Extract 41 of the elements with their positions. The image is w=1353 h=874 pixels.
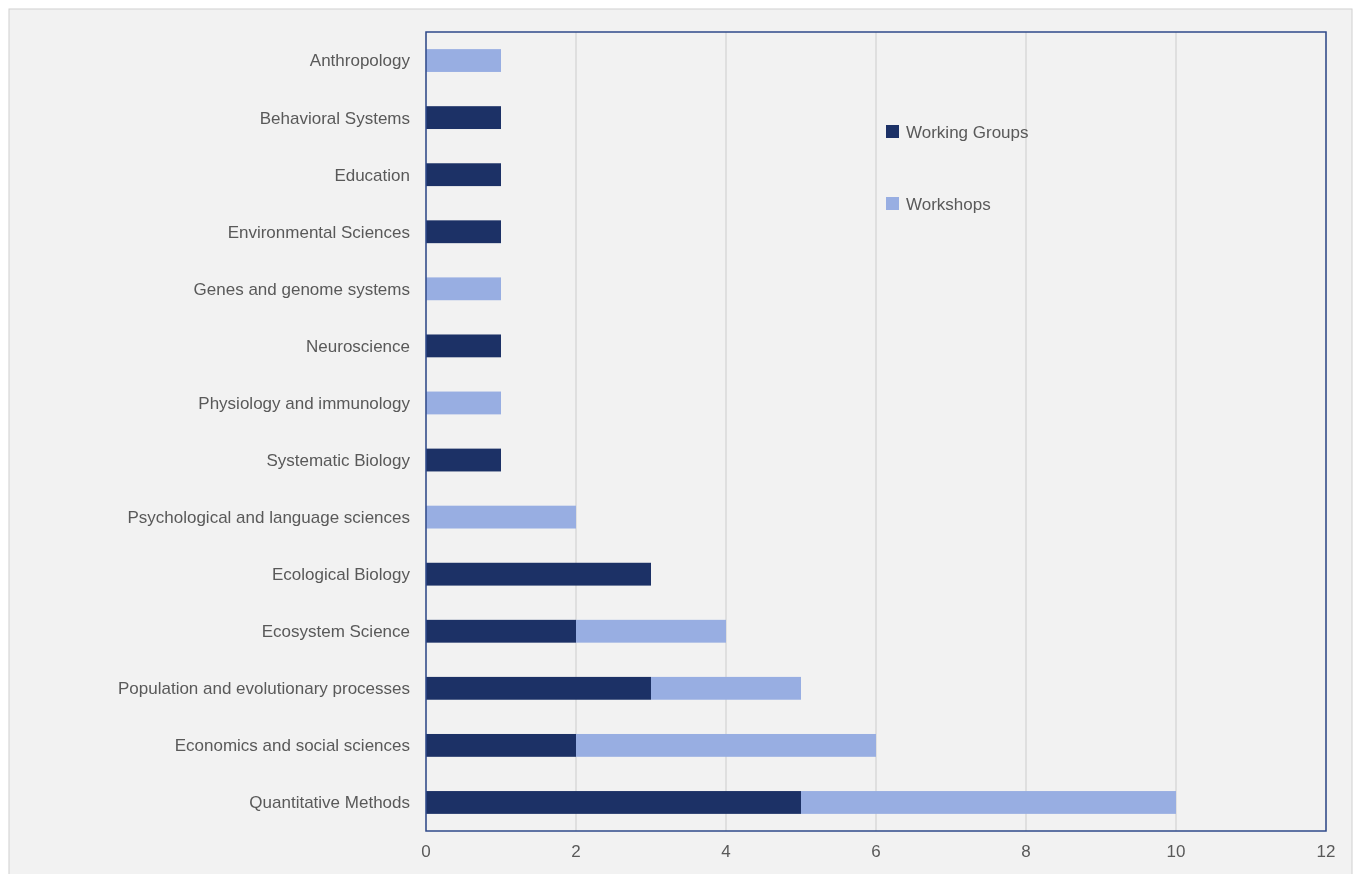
x-tick-label: 6: [871, 842, 881, 861]
bar: [426, 619, 576, 643]
bar: [426, 220, 501, 244]
y-tick-label: Environmental Sciences: [227, 222, 410, 242]
x-tick-label: 2: [571, 842, 581, 861]
bar: [426, 505, 576, 529]
y-tick-label: Genes and genome systems: [193, 279, 410, 299]
x-tick-label: 0: [421, 842, 431, 861]
bar: [426, 391, 501, 415]
legend-label: Working Groups: [906, 122, 1029, 142]
y-tick-label: Quantitative Methods: [249, 793, 410, 813]
x-tick-label: 4: [721, 842, 731, 861]
bar: [426, 562, 651, 586]
y-tick-label: Population and evolutionary processes: [117, 679, 410, 699]
bar: [426, 277, 501, 301]
y-tick-label: Psychological and language sciences: [127, 508, 410, 528]
x-tick-label: 10: [1166, 842, 1186, 861]
y-tick-label: Ecological Biology: [272, 565, 411, 585]
y-tick-label: Neuroscience: [306, 336, 410, 356]
bar: [801, 791, 1176, 814]
y-tick-label: Education: [334, 165, 410, 185]
bar: [426, 791, 801, 814]
y-tick-label: Economics and social sciences: [174, 736, 410, 756]
y-tick-label: Anthropology: [309, 51, 411, 71]
y-tick-label: Systematic Biology: [266, 450, 411, 470]
x-tick-label: 8: [1021, 842, 1031, 861]
legend-label: Workshops: [906, 194, 991, 214]
bar: [426, 733, 576, 757]
bar: [576, 619, 726, 643]
bar: [426, 448, 501, 472]
bar: [576, 733, 876, 757]
bar: [426, 676, 651, 700]
bar: [426, 106, 501, 130]
y-tick-label: Behavioral Systems: [259, 108, 410, 128]
x-tick-label: 12: [1316, 842, 1336, 861]
bar: [426, 49, 501, 72]
bar: [651, 676, 801, 700]
y-tick-label: Physiology and immunology: [198, 393, 411, 413]
bar: [426, 163, 501, 187]
bar: [426, 334, 501, 358]
y-tick-label: Ecosystem Science: [261, 622, 410, 642]
